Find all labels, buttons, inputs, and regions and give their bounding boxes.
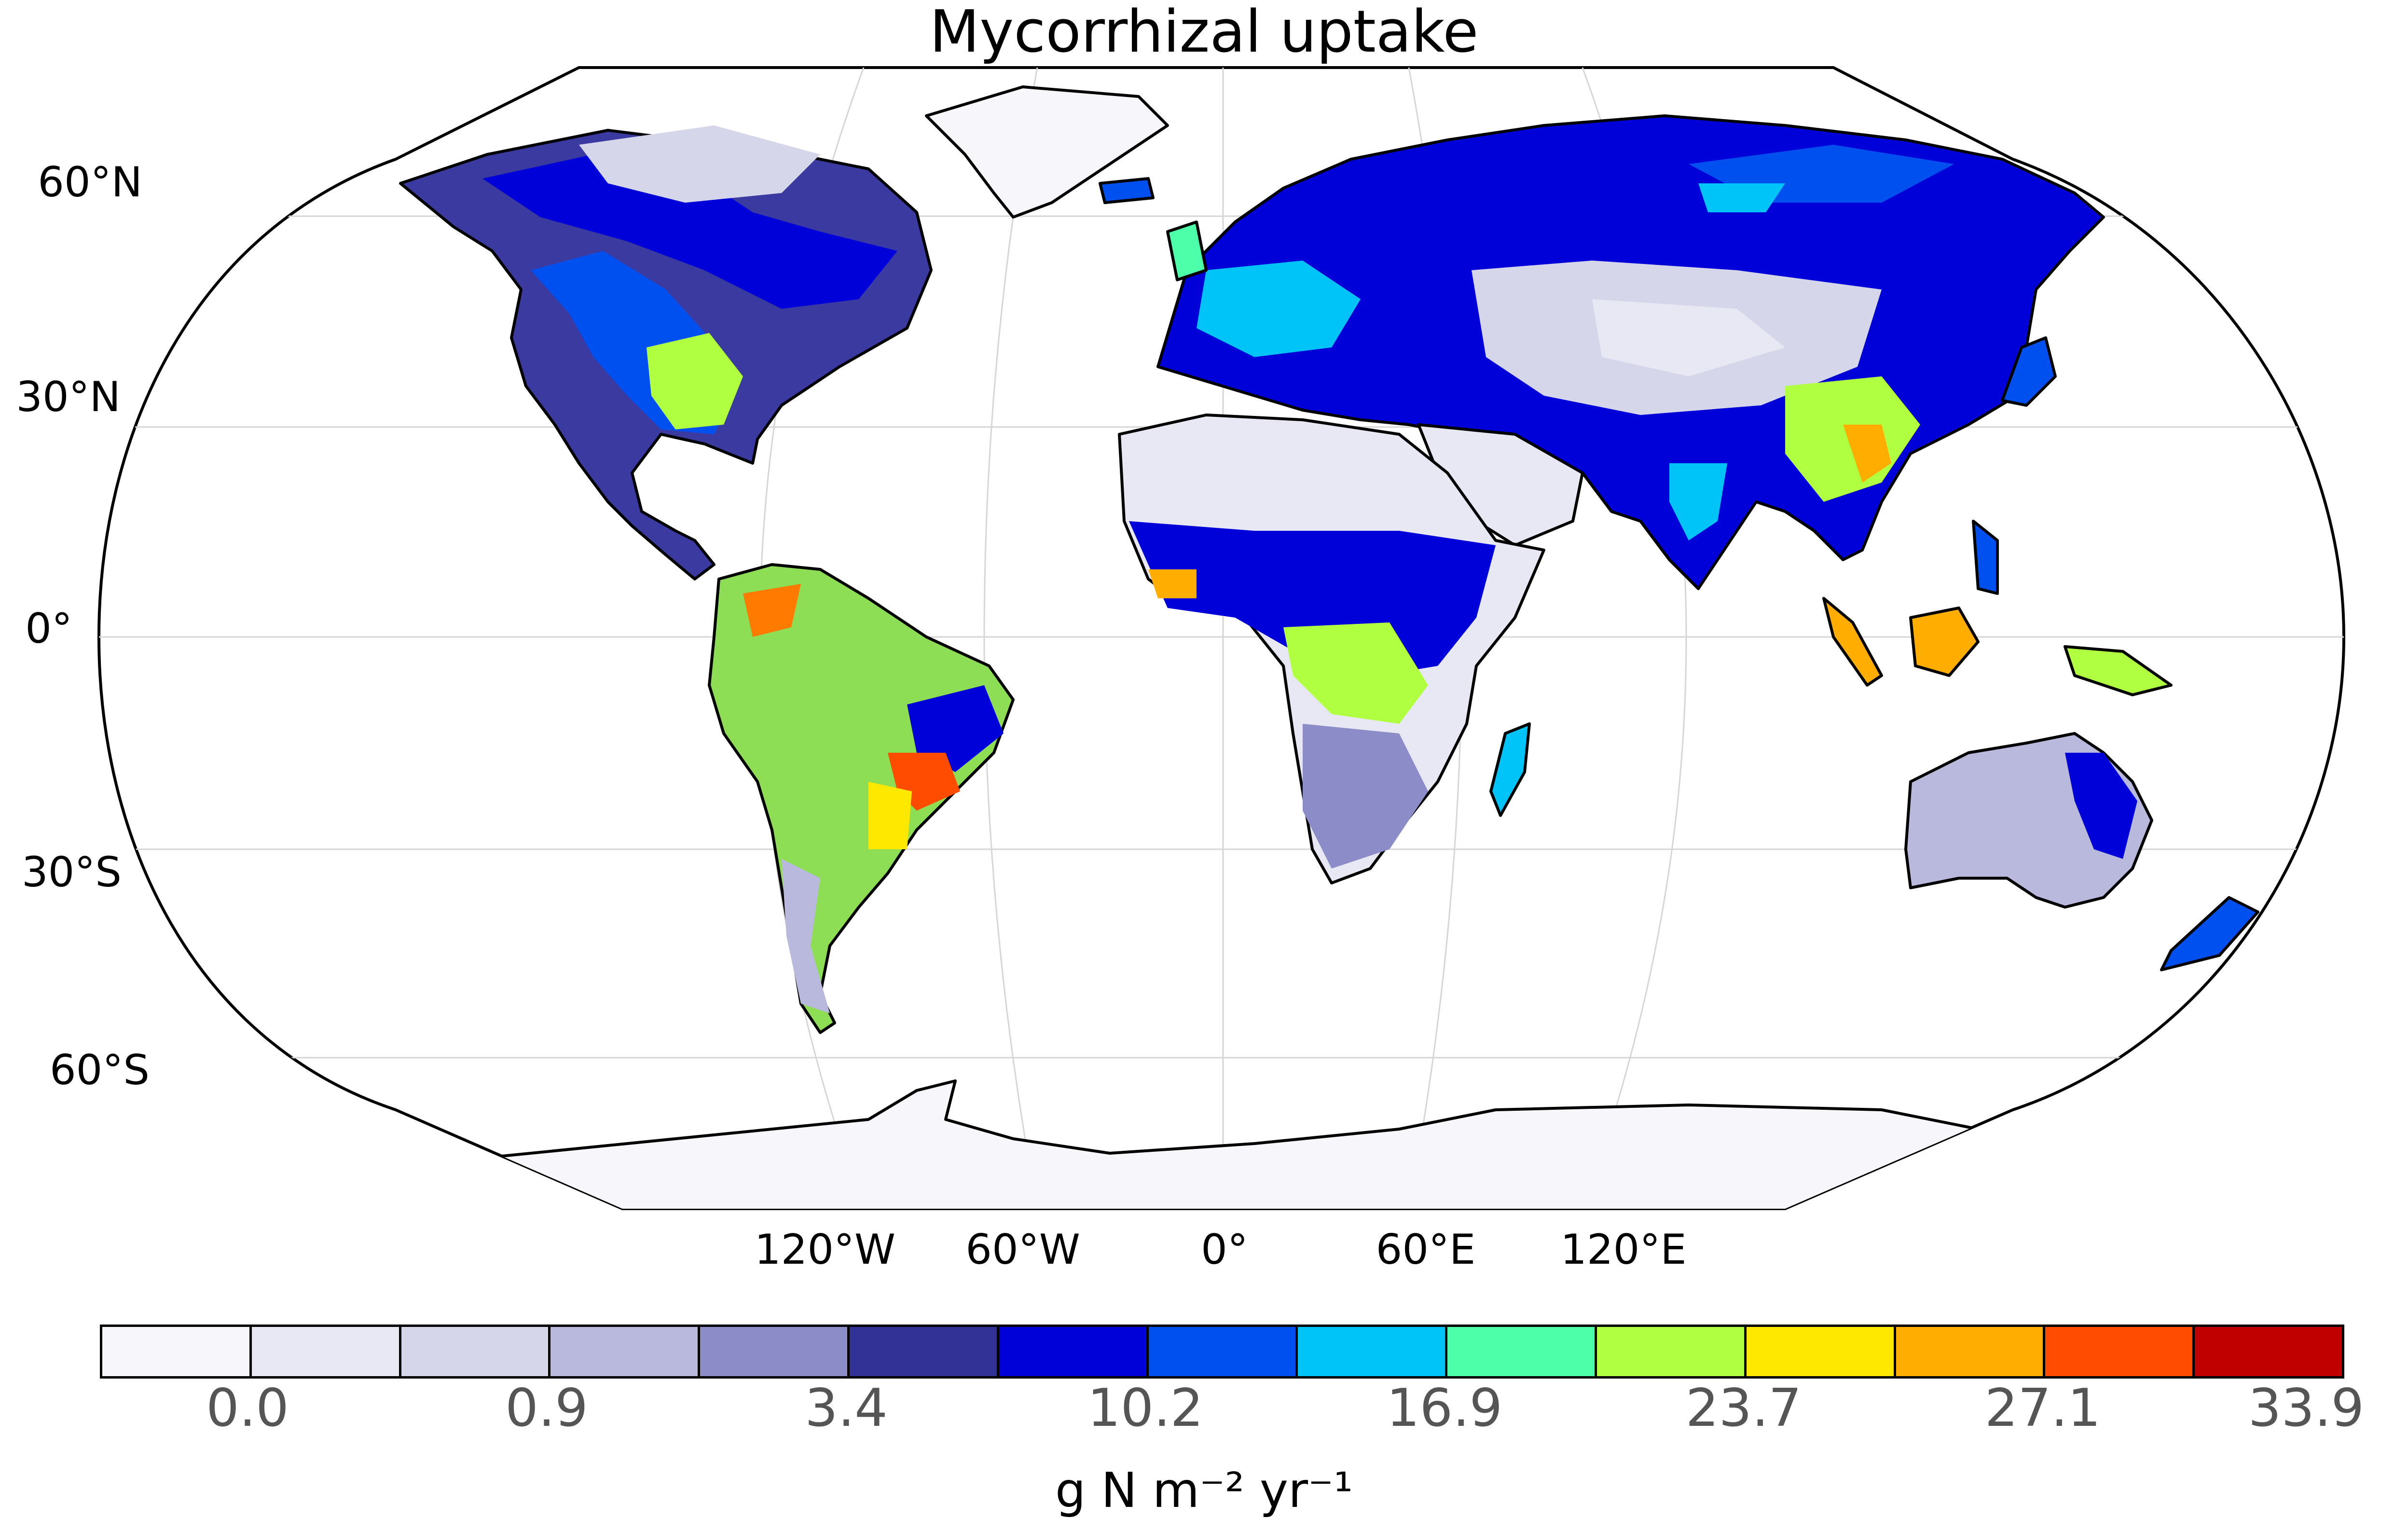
lat-label-60n: 60°N xyxy=(38,158,142,207)
lon-label-0: 0° xyxy=(1201,1226,1248,1274)
colorbar-tick: 0.9 xyxy=(505,1378,588,1438)
colorbar-segment-9 xyxy=(1447,1327,1597,1376)
lat-label-30n: 30°N xyxy=(16,373,121,421)
colorbar-tick: 16.9 xyxy=(1386,1378,1503,1438)
lat-label-0: 0° xyxy=(25,605,72,653)
colorbar-segment-13 xyxy=(2045,1327,2195,1376)
japan xyxy=(2001,336,2057,407)
colorbar xyxy=(100,1325,2344,1379)
lon-label-60e: 60°E xyxy=(1376,1226,1476,1274)
lat-label-30s: 30°S xyxy=(21,848,122,897)
iceland xyxy=(1099,177,1155,204)
new-zealand xyxy=(2160,896,2259,971)
colorbar-unit-label: g N m⁻² yr⁻¹ xyxy=(1055,1462,1353,1518)
new-guinea xyxy=(2064,645,2173,696)
philippines xyxy=(1972,520,1999,595)
colorbar-segment-0 xyxy=(102,1327,252,1376)
madagascar xyxy=(1489,722,1531,817)
colorbar-segment-1 xyxy=(251,1327,401,1376)
lon-label-120w: 120°W xyxy=(754,1226,896,1274)
land-masses xyxy=(399,85,2259,1209)
south-america-landmass xyxy=(708,563,1015,1034)
colorbar-segment-7 xyxy=(1148,1327,1298,1376)
colorbar-segment-14 xyxy=(2195,1327,2342,1376)
colorbar-segment-6 xyxy=(999,1327,1149,1376)
colorbar-tick: 23.7 xyxy=(1685,1378,1802,1438)
colorbar-tick: 33.9 xyxy=(2248,1378,2365,1438)
map-title: Mycorrhizal uptake xyxy=(929,0,1479,66)
borneo xyxy=(1909,607,1980,677)
lon-label-120e: 120°E xyxy=(1560,1226,1687,1274)
world-map xyxy=(97,66,2346,1210)
colorbar-tick: 0.0 xyxy=(206,1378,289,1438)
colorbar-segment-12 xyxy=(1896,1327,2046,1376)
sumatra xyxy=(1822,597,1883,687)
colorbar-tick: 10.2 xyxy=(1087,1378,1204,1438)
colorbar-segment-11 xyxy=(1746,1327,1896,1376)
uk-ireland xyxy=(1166,221,1208,281)
colorbar-tick: 3.4 xyxy=(805,1378,888,1438)
colorbar-segment-10 xyxy=(1596,1327,1747,1376)
colorbar-segment-3 xyxy=(550,1327,701,1376)
lon-label-60w: 60°W xyxy=(965,1226,1080,1274)
colorbar-segment-5 xyxy=(849,1327,999,1376)
lat-label-60s: 60°S xyxy=(49,1046,150,1094)
colorbar-tick: 27.1 xyxy=(1984,1378,2101,1438)
colorbar-segment-8 xyxy=(1298,1327,1448,1376)
greenland-landmass xyxy=(925,85,1169,219)
colorbar-segment-2 xyxy=(401,1327,551,1376)
colorbar-segment-4 xyxy=(700,1327,850,1376)
